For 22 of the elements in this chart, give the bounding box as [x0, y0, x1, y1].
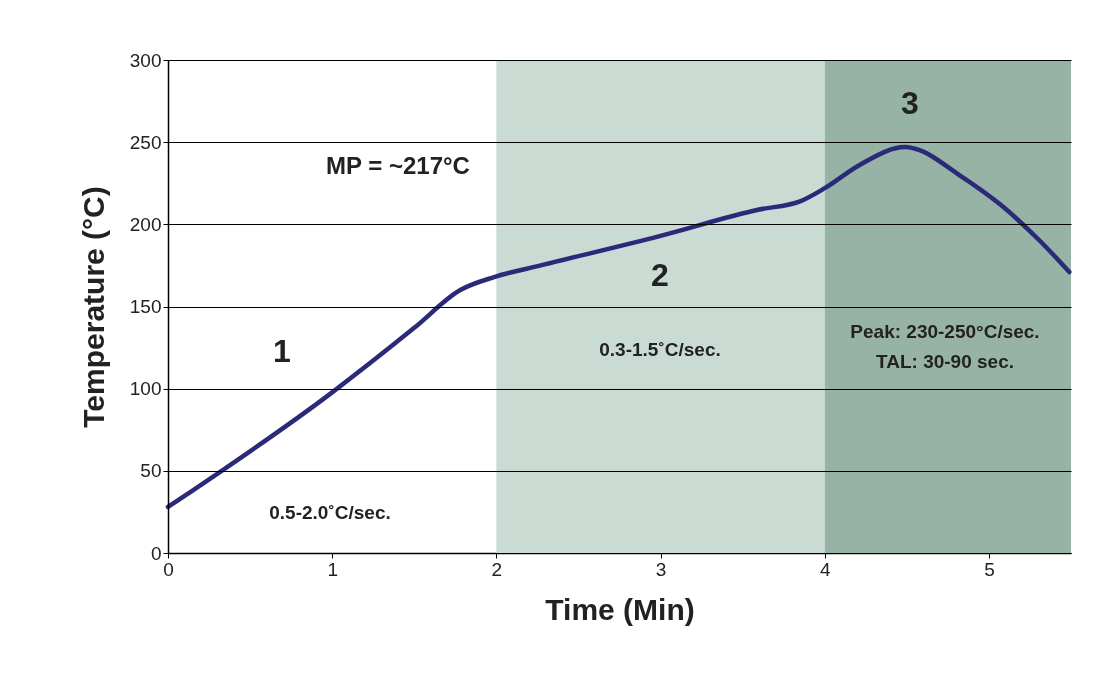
y-tick-label: 150 [129, 296, 162, 317]
x-tick-label: 4 [819, 558, 831, 580]
x-tick-label: 2 [491, 558, 503, 580]
x-axis-title: Time (Min) [545, 592, 695, 626]
x-tick-label: 3 [655, 558, 667, 580]
y-tick-label: 100 [129, 378, 162, 400]
annotation: 0.3-1.5˚C/sec. [599, 339, 721, 360]
y-axis-title: Temperature (°C) [76, 186, 110, 428]
x-tick-label: 1 [327, 558, 338, 580]
y-tick-label: 0 [150, 542, 162, 564]
annotation: 1 [273, 333, 291, 369]
x-tick-label: 5 [984, 558, 995, 580]
annotation: 0.5-2.0˚C/sec. [269, 502, 391, 523]
annotation: TAL: 30-90 sec. [876, 351, 1014, 372]
annotation: 2 [651, 257, 669, 293]
y-tick-label: 300 [129, 49, 162, 71]
annotation: 3 [901, 85, 919, 121]
y-tick-label: 200 [129, 213, 162, 235]
annotation: Peak: 230-250°C/sec. [850, 321, 1040, 342]
annotation: MP = ~217°C [326, 152, 470, 179]
y-tick-label: 50 [140, 460, 162, 482]
y-tick-label: 250 [129, 131, 162, 153]
